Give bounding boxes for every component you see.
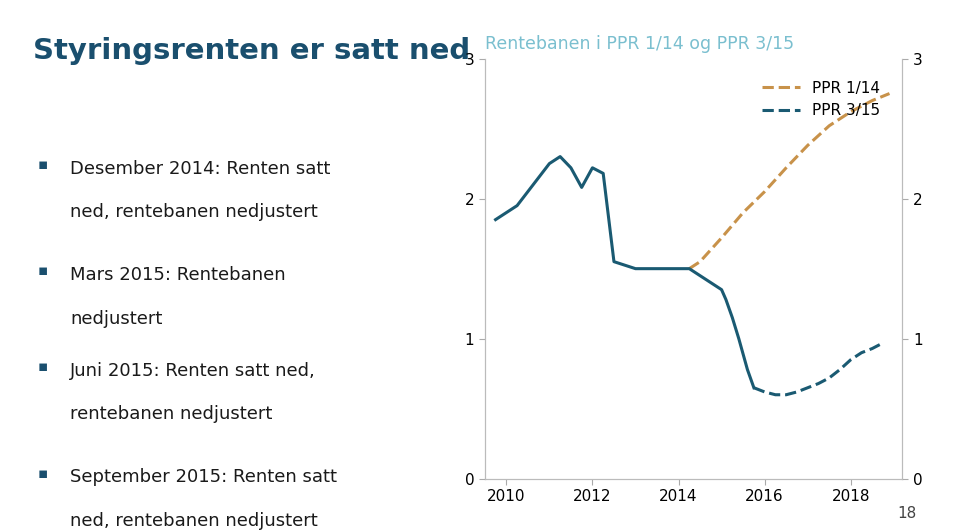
Text: Desember 2014: Renten satt: Desember 2014: Renten satt xyxy=(70,160,330,178)
PPR 3/15 xyxy=(867,345,878,352)
Text: Juni 2015: Renten satt ned,: Juni 2015: Renten satt ned, xyxy=(70,362,316,380)
PPR 1/14 xyxy=(845,109,856,115)
PPR 3/15 xyxy=(758,389,770,395)
Text: ▪: ▪ xyxy=(37,359,48,374)
Text: NB: NB xyxy=(922,486,939,496)
PPR 1/14 xyxy=(758,188,770,195)
Legend: PPR 1/14, PPR 3/15: PPR 1/14, PPR 3/15 xyxy=(756,74,886,124)
Text: nedjustert: nedjustert xyxy=(70,310,162,328)
PPR 1/14 xyxy=(684,265,695,272)
Line: PPR 3/15: PPR 3/15 xyxy=(754,343,883,395)
PPR 1/14 xyxy=(737,210,749,216)
PPR 1/14 xyxy=(867,97,878,104)
Line: PPR 1/14: PPR 1/14 xyxy=(689,94,890,269)
Text: ▪: ▪ xyxy=(37,466,48,480)
PPR 3/15 xyxy=(845,356,856,363)
PPR 3/15 xyxy=(802,385,813,391)
PPR 3/15 xyxy=(855,350,867,356)
Text: ▪: ▪ xyxy=(37,157,48,172)
PPR 3/15 xyxy=(813,380,825,387)
PPR 1/14 xyxy=(802,142,813,148)
PPR 3/15 xyxy=(877,340,889,346)
PPR 3/15 xyxy=(748,385,759,391)
PPR 1/14 xyxy=(884,90,896,97)
Text: ned, rentebanen nedjustert: ned, rentebanen nedjustert xyxy=(70,203,318,221)
Text: ▪: ▪ xyxy=(37,263,48,278)
PPR 3/15 xyxy=(824,375,835,381)
PPR 3/15 xyxy=(791,389,803,395)
PPR 1/14 xyxy=(824,122,835,129)
Text: Styringsrenten er satt ned: Styringsrenten er satt ned xyxy=(33,37,470,65)
Text: 18: 18 xyxy=(898,506,917,521)
PPR 3/15 xyxy=(834,367,846,373)
PPR 3/15 xyxy=(770,392,781,398)
Text: Mars 2015: Rentebanen: Mars 2015: Rentebanen xyxy=(70,266,285,284)
Text: ned, rentebanen nedjustert: ned, rentebanen nedjustert xyxy=(70,512,318,530)
Text: Rentebanen i PPR 1/14 og PPR 3/15: Rentebanen i PPR 1/14 og PPR 3/15 xyxy=(485,35,794,53)
PPR 1/14 xyxy=(694,259,706,265)
PPR 3/15 xyxy=(780,392,792,398)
PPR 1/14 xyxy=(780,164,792,171)
Text: rentebanen nedjustert: rentebanen nedjustert xyxy=(70,405,273,423)
PPR 1/14 xyxy=(716,235,728,241)
Text: September 2015: Renten satt: September 2015: Renten satt xyxy=(70,468,337,486)
